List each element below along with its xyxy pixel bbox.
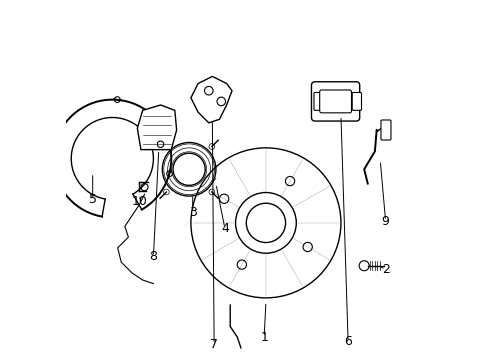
Text: 5: 5 bbox=[88, 193, 97, 206]
FancyBboxPatch shape bbox=[319, 90, 351, 113]
Text: 4: 4 bbox=[221, 222, 228, 235]
Text: 9: 9 bbox=[381, 215, 389, 228]
FancyBboxPatch shape bbox=[311, 82, 359, 121]
Polygon shape bbox=[190, 76, 231, 123]
Text: 1: 1 bbox=[260, 331, 267, 344]
FancyBboxPatch shape bbox=[380, 120, 390, 140]
Text: 7: 7 bbox=[210, 338, 218, 351]
Text: 8: 8 bbox=[149, 250, 157, 263]
FancyBboxPatch shape bbox=[313, 93, 323, 111]
Polygon shape bbox=[137, 105, 176, 150]
Text: 3: 3 bbox=[188, 206, 196, 219]
Text: 2: 2 bbox=[381, 263, 389, 276]
Text: 6: 6 bbox=[344, 335, 351, 348]
FancyBboxPatch shape bbox=[351, 93, 361, 111]
Text: 10: 10 bbox=[131, 195, 147, 208]
